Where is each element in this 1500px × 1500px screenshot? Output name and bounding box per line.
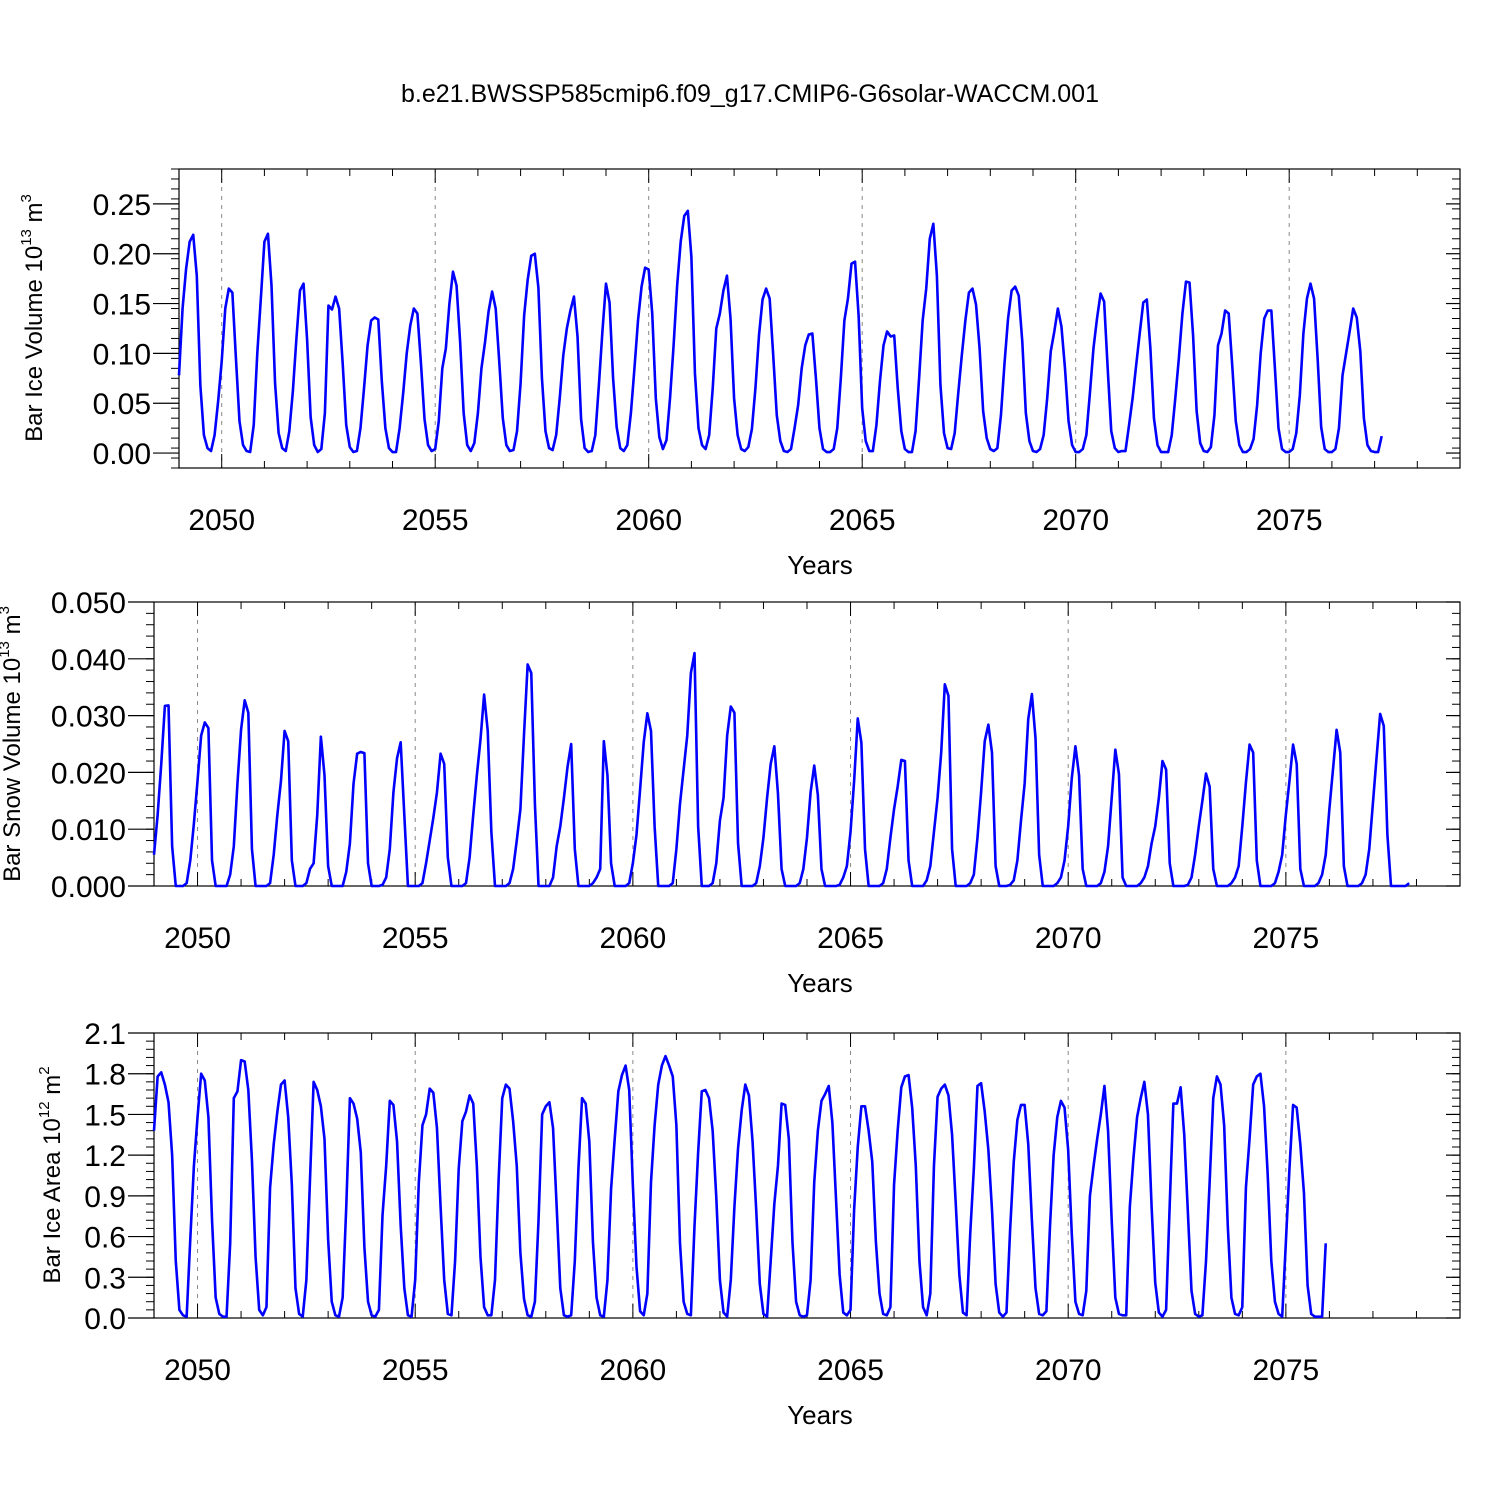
x-tick-label: 2060 bbox=[615, 504, 682, 537]
x-tick-label: 2070 bbox=[1042, 504, 1109, 537]
x-tick-label: 2055 bbox=[402, 504, 469, 537]
series-line bbox=[152, 1054, 1328, 1318]
x-tick-label: 2060 bbox=[599, 922, 666, 955]
x-axis-label: Years bbox=[787, 550, 853, 580]
panel-2: 2050 2055 2060 2065 2070 2075 0.000 0.010 0.020 0… bbox=[0, 587, 1461, 998]
y-tick-label: 0.030 bbox=[51, 701, 126, 734]
y-tick-label: 0.000 bbox=[51, 871, 126, 904]
y-tick-label: 0.020 bbox=[51, 757, 126, 790]
y-axis-label: Bar Ice Volume 1013 m3 bbox=[18, 194, 48, 442]
x-axis-label: Years bbox=[787, 1400, 853, 1430]
x-tick-label: 2060 bbox=[599, 1354, 666, 1387]
y-axis-label: Bar Snow Volume 1013 m3 bbox=[0, 606, 26, 882]
x-tick-label: 2050 bbox=[164, 922, 231, 955]
y-tick-label: 0.050 bbox=[51, 587, 126, 620]
y-tick-label: 0.00 bbox=[93, 438, 151, 471]
x-tick-label: 2070 bbox=[1035, 1354, 1102, 1387]
series-line bbox=[177, 209, 1383, 454]
y-tick-label: 0.0 bbox=[84, 1303, 126, 1336]
x-tick-label: 2075 bbox=[1256, 504, 1323, 537]
x-tick-label: 2065 bbox=[817, 1354, 884, 1387]
y-tick-label: 0.3 bbox=[84, 1262, 126, 1295]
series-line bbox=[152, 651, 1410, 888]
panel-3: 2050 2055 2060 2065 2070 2075 0.0 0.3 0.6 0.9 1.2 1… bbox=[36, 1018, 1461, 1430]
y-tick-label: 0.05 bbox=[93, 388, 151, 421]
x-tick-label: 2055 bbox=[382, 922, 449, 955]
plot-frame bbox=[153, 1032, 1461, 1319]
y-tick-label: 0.010 bbox=[51, 814, 126, 847]
y-tick-label: 1.2 bbox=[84, 1140, 126, 1173]
x-tick-label: 2070 bbox=[1035, 922, 1102, 955]
y-tick-label: 0.10 bbox=[93, 338, 151, 371]
x-axis-label: Years bbox=[787, 968, 853, 998]
y-axis-label: Bar Ice Area 1012 m2 bbox=[36, 1066, 66, 1283]
x-tick-label: 2075 bbox=[1252, 922, 1319, 955]
y-tick-label: 0.25 bbox=[93, 189, 151, 222]
x-tick-label: 2075 bbox=[1252, 1354, 1319, 1387]
y-tick-label: 0.20 bbox=[93, 239, 151, 272]
y-tick-label: 2.1 bbox=[84, 1018, 126, 1051]
x-tick-label: 2050 bbox=[188, 504, 255, 537]
x-tick-label: 2050 bbox=[164, 1354, 231, 1387]
x-tick-label: 2065 bbox=[817, 922, 884, 955]
y-tick-label: 0.6 bbox=[84, 1222, 126, 1255]
y-tick-label: 1.5 bbox=[84, 1099, 126, 1132]
y-tick-label: 1.8 bbox=[84, 1059, 126, 1092]
x-tick-label: 2065 bbox=[829, 504, 896, 537]
panel-1: 2050 2055 2060 2065 2070 2075 0.00 0.05 0.10 0.15… bbox=[18, 168, 1461, 580]
chart-title: b.e21.BWSSP585cmip6.f09_g17.CMIP6-G6sola… bbox=[401, 80, 1099, 108]
y-tick-label: 0.040 bbox=[51, 644, 126, 677]
y-tick-label: 0.15 bbox=[93, 289, 151, 322]
y-tick-label: 0.9 bbox=[84, 1181, 126, 1214]
x-tick-label: 2055 bbox=[382, 1354, 449, 1387]
